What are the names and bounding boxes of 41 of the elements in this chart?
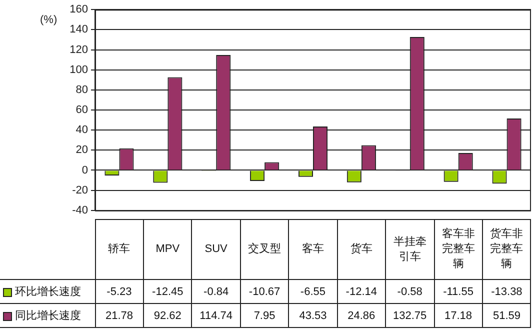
data-label: -13.38	[482, 280, 531, 304]
data-label: -12.14	[337, 280, 386, 304]
y-tick-label: 80	[76, 84, 88, 96]
y-tick-label: 0	[82, 164, 88, 176]
y-tick-label: 20	[76, 144, 88, 156]
x-tick-label: 货车	[337, 220, 386, 280]
legend-label: 环比增长速度	[0, 280, 95, 304]
y-tick-label: 40	[76, 124, 88, 136]
data-label: 17.18	[434, 304, 482, 328]
y-tick-label: -40	[72, 204, 88, 216]
x-tick-label: 客车非完整车辆	[434, 220, 482, 280]
y-tick-label: 100	[70, 64, 88, 76]
data-label: 7.95	[240, 304, 289, 328]
data-label: -5.23	[95, 280, 144, 304]
data-label: -0.58	[386, 280, 434, 304]
data-label: 43.53	[288, 304, 338, 328]
data-label: 132.75	[386, 304, 434, 328]
y-tick-label: 60	[76, 104, 88, 116]
y-tick-label: 140	[70, 24, 88, 36]
data-label: 24.86	[337, 304, 386, 328]
x-tick-label: 半挂牵引车	[386, 220, 434, 280]
data-label: -10.67	[240, 280, 289, 304]
data-label: 114.74	[192, 304, 240, 328]
y-tick-label: 120	[70, 44, 88, 56]
data-label: -0.84	[192, 280, 240, 304]
data-label: 92.62	[143, 304, 192, 328]
x-tick-label: MPV	[143, 220, 192, 280]
y-tick-label: 160	[70, 4, 88, 16]
y-tick-label: -20	[72, 184, 88, 196]
data-label: 51.59	[482, 304, 531, 328]
y-axis-title: (%)	[40, 14, 58, 26]
x-tick-label: 轿车	[95, 220, 144, 280]
x-tick-label: 交叉型	[240, 220, 289, 280]
x-tick-label: 客车	[288, 220, 338, 280]
data-label: -11.55	[434, 280, 482, 304]
data-label: 21.78	[95, 304, 144, 328]
x-tick-label: 货车非完整车辆	[482, 220, 531, 280]
legend-label: 同比增长速度	[0, 304, 95, 328]
data-label: -12.45	[143, 280, 192, 304]
data-label: -6.55	[288, 280, 338, 304]
x-tick-label: SUV	[192, 220, 240, 280]
